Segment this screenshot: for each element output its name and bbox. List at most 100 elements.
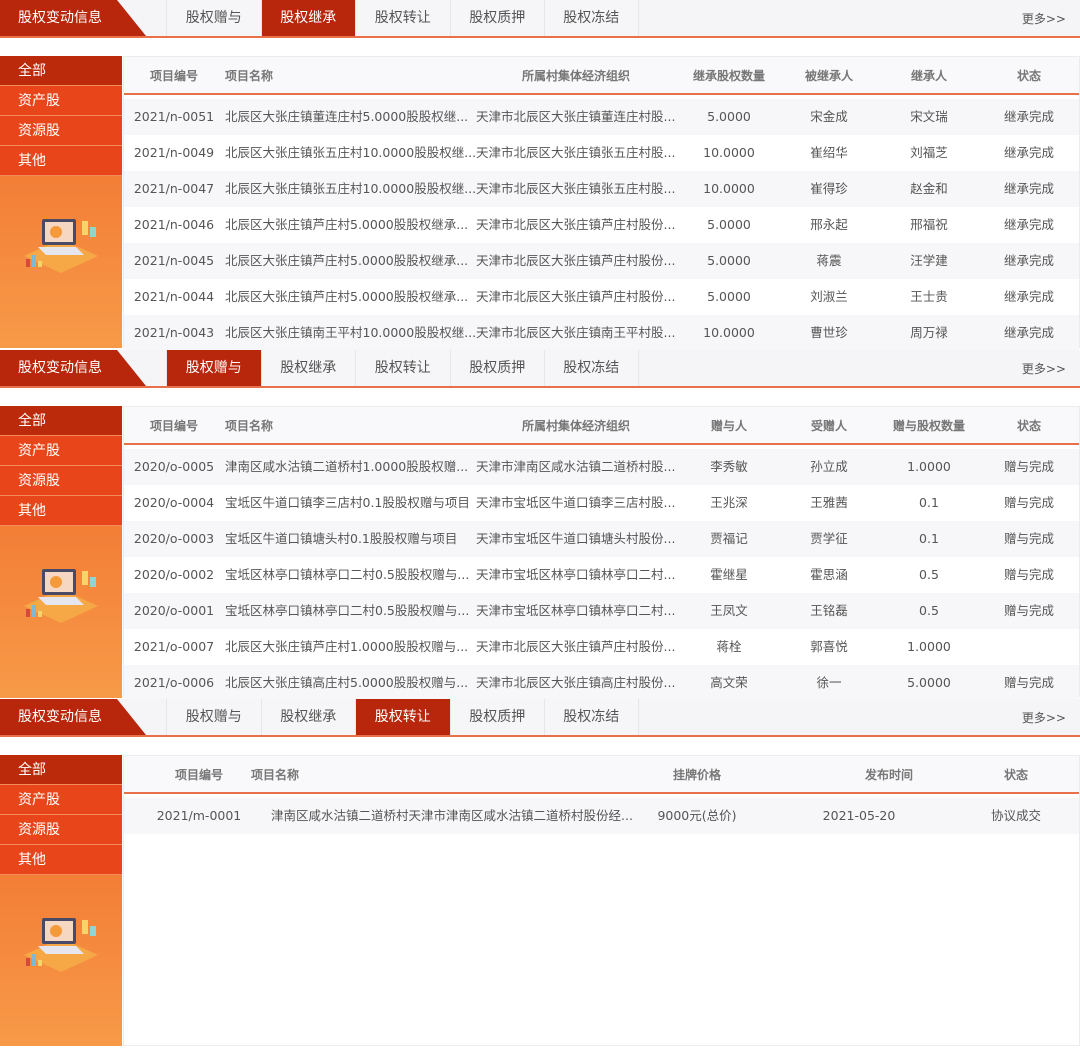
table-row[interactable]: 2021/n-0044 北辰区大张庄镇芦庄村5.0000股股权继承... 天津市北辰… (124, 279, 1079, 315)
table-cell: 宋金成 (810, 109, 848, 124)
table-cell: 天津市北辰区大张庄镇董连庄村股... (476, 109, 676, 124)
equity-change-panel: 股权变动信息 股权赠与 股权继承 股权转让 股权质押 股权冻结 更多>> 全部 资产股 资源股 其他… (0, 699, 1080, 1048)
table-row[interactable]: 2021/n-0047 北辰区大张庄镇张五庄村10.0000股股权继... 天津市北… (124, 171, 1079, 207)
column-header: 所属村集体经济组织 (521, 69, 630, 83)
table-cell: 汪学建 (910, 253, 948, 268)
sidebar-item-other[interactable]: 其他 (0, 845, 122, 875)
tab-transfer[interactable]: 股权转让 (355, 350, 450, 386)
sidebar-item-asset[interactable]: 资产股 (0, 785, 122, 815)
table-cell: 李秀敏 (710, 459, 748, 474)
table-row[interactable]: 2021/m-0001 津南区咸水沽镇二道桥村天津市津南区咸水沽镇二道桥村股份经.… (124, 798, 1079, 834)
column-header: 项目编号 (149, 419, 198, 433)
table-header: 项目编号 项目名称 所属村集体经济组织 赠与人 受赠人 赠与股权数量 状态 (124, 407, 1079, 445)
more-link[interactable]: 更多>> (1021, 12, 1066, 26)
sidebar-item-resource[interactable]: 资源股 (0, 466, 122, 496)
table-row[interactable]: 2021/o-0006 北辰区大张庄镇高庄村5.0000股股权赠与... 天津市北辰… (124, 665, 1079, 701)
column-header: 发布时间 (864, 768, 913, 782)
tab-freeze[interactable]: 股权冻结 (544, 350, 639, 386)
sidebar-item-all[interactable]: 全部 (0, 56, 122, 86)
sidebar-item-all[interactable]: 全部 (0, 755, 122, 785)
table-cell: 贾福记 (710, 531, 748, 546)
table-cell: 赵金和 (910, 181, 948, 196)
table-cell: 王凤文 (710, 603, 748, 618)
sidebar-item-resource[interactable]: 资源股 (0, 116, 122, 146)
table-row[interactable]: 2020/o-0001 宝坻区林亭口镇林亭口二村0.5股股权赠与... 天津市宝坻区… (124, 593, 1079, 629)
tab-inherit[interactable]: 股权继承 (260, 0, 355, 36)
table-cell: 协议成交 (990, 808, 1041, 823)
table-cell: 天津市宝坻区林亭口镇林亭口二村... (476, 567, 676, 582)
sidebar-item-asset[interactable]: 资产股 (0, 86, 122, 116)
column-header: 项目名称 (225, 69, 274, 83)
tab-freeze[interactable]: 股权冻结 (544, 699, 639, 735)
tab-gift[interactable]: 股权赠与 (166, 350, 261, 386)
table-cell: 天津市宝坻区牛道口镇李三店村股... (476, 495, 676, 510)
tab-transfer[interactable]: 股权转让 (355, 0, 450, 36)
table-cell: 0.5 (919, 567, 939, 582)
table-row[interactable]: 2020/o-0003 宝坻区牛道口镇塘头村0.1股股权赠与项目 天津市宝坻区牛道口… (124, 521, 1079, 557)
tab-pledge[interactable]: 股权质押 (449, 0, 544, 36)
table-cell: 继承完成 (1003, 181, 1054, 196)
table-row[interactable]: 2021/n-0051 北辰区大张庄镇董连庄村5.0000股股权继... 天津市北辰… (124, 99, 1079, 135)
table-cell: 2020/o-0003 (133, 531, 215, 546)
table-cell: 蒋栓 (716, 639, 742, 654)
section-tab-bar: 股权变动信息 股权赠与 股权继承 股权转让 股权质押 股权冻结 更多>> (0, 0, 1080, 38)
table-row[interactable]: 2020/o-0002 宝坻区林亭口镇林亭口二村0.5股股权赠与... 天津市宝坻区… (124, 557, 1079, 593)
tab-transfer[interactable]: 股权转让 (355, 699, 450, 735)
table-cell: 邢福祝 (910, 217, 948, 232)
table-cell: 5.0000 (707, 289, 751, 304)
table-cell: 天津市北辰区大张庄镇芦庄村股份... (476, 217, 676, 232)
table-cell: 北辰区大张庄镇芦庄村5.0000股股权继承... (225, 217, 469, 232)
table-cell: 5.0000 (707, 217, 751, 232)
table-cell: 津南区咸水沽镇二道桥村1.0000股股权赠... (225, 459, 469, 474)
table-cell: 10.0000 (703, 181, 755, 196)
table-cell: 赠与完成 (1003, 675, 1054, 690)
table-cell: 北辰区大张庄镇南王平村10.0000股股权继... (225, 325, 475, 340)
column-header: 项目编号 (174, 768, 223, 782)
table-row[interactable]: 2020/o-0005 津南区咸水沽镇二道桥村1.0000股股权赠... 天津市津南… (124, 449, 1079, 485)
table-cell: 北辰区大张庄镇芦庄村5.0000股股权继承... (225, 289, 469, 304)
table-cell: 宝坻区林亭口镇林亭口二村0.5股股权赠与... (225, 567, 470, 582)
table-cell: 北辰区大张庄镇芦庄村1.0000股股权赠与... (225, 639, 469, 654)
table-row[interactable]: 2021/n-0045 北辰区大张庄镇芦庄村5.0000股股权继承... 天津市北辰… (124, 243, 1079, 279)
table-cell: 5.0000 (707, 109, 751, 124)
table-body: 2021/m-0001 津南区咸水沽镇二道桥村天津市津南区咸水沽镇二道桥村股份经.… (124, 794, 1079, 834)
table-body: 2020/o-0005 津南区咸水沽镇二道桥村1.0000股股权赠... 天津市津南… (124, 445, 1079, 701)
sidebar-item-resource[interactable]: 资源股 (0, 815, 122, 845)
tab-gift[interactable]: 股权赠与 (166, 699, 261, 735)
table-cell: 2021-05-20 (822, 808, 896, 823)
tab-gift[interactable]: 股权赠与 (166, 0, 261, 36)
table-cell: 郭喜悦 (810, 639, 848, 654)
table-cell: 10.0000 (703, 325, 755, 340)
table-cell: 天津市北辰区大张庄镇张五庄村股... (476, 145, 676, 160)
table-row[interactable]: 2021/n-0043 北辰区大张庄镇南王平村10.0000股股权继... 天津市北… (124, 315, 1079, 351)
tab-pledge[interactable]: 股权质押 (449, 350, 544, 386)
tab-inherit[interactable]: 股权继承 (260, 350, 355, 386)
tab-inherit[interactable]: 股权继承 (260, 699, 355, 735)
more-link[interactable]: 更多>> (1021, 362, 1066, 376)
table-cell: 宝坻区牛道口镇李三店村0.1股股权赠与项目 (225, 495, 470, 510)
table-cell: 王雅茜 (810, 495, 848, 510)
sidebar-item-other[interactable]: 其他 (0, 496, 122, 526)
tab-pledge[interactable]: 股权质押 (449, 699, 544, 735)
table-cell: 周万禄 (910, 325, 948, 340)
table-cell: 天津市宝坻区林亭口镇林亭口二村... (476, 603, 676, 618)
table-row[interactable]: 2021/n-0049 北辰区大张庄镇张五庄村10.0000股股权继... 天津市北… (124, 135, 1079, 171)
table-cell: 天津市北辰区大张庄镇芦庄村股份... (476, 253, 676, 268)
column-header: 被继承人 (804, 69, 853, 83)
table-cell: 2020/o-0005 (133, 459, 215, 474)
column-header: 挂牌价格 (672, 768, 721, 782)
table-row[interactable]: 2021/o-0007 北辰区大张庄镇芦庄村1.0000股股权赠与... 天津市北辰… (124, 629, 1079, 665)
table-cell: 赠与完成 (1003, 567, 1054, 582)
column-header: 项目名称 (225, 419, 274, 433)
table-row[interactable]: 2021/n-0046 北辰区大张庄镇芦庄村5.0000股股权继承... 天津市北辰… (124, 207, 1079, 243)
more-link[interactable]: 更多>> (1021, 711, 1066, 725)
column-header: 状态 (1016, 419, 1041, 433)
sidebar-item-all[interactable]: 全部 (0, 406, 122, 436)
table-row[interactable]: 2020/o-0004 宝坻区牛道口镇李三店村0.1股股权赠与项目 天津市宝坻区牛道… (124, 485, 1079, 521)
table-cell: 继承完成 (1003, 217, 1054, 232)
table-cell: 王士贵 (910, 289, 948, 304)
sidebar-item-other[interactable]: 其他 (0, 146, 122, 176)
sidebar-item-asset[interactable]: 资产股 (0, 436, 122, 466)
tab-freeze[interactable]: 股权冻结 (544, 0, 639, 36)
records-table: 项目编号 项目名称 所属村集体经济组织 赠与人 受赠人 赠与股权数量 状态 2020/o-00… (123, 406, 1080, 701)
